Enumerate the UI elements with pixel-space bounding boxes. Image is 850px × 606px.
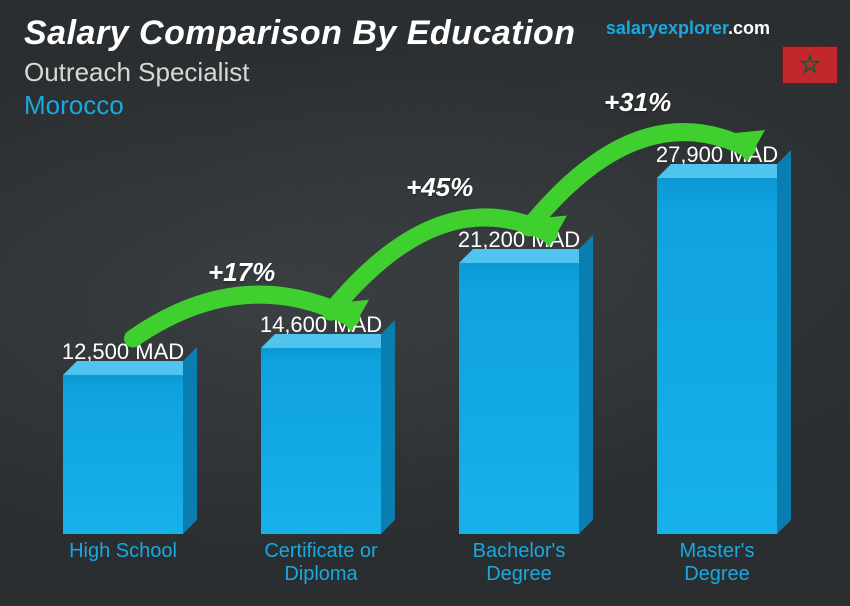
logo-suffix: .com <box>728 18 770 38</box>
percent-increase-label: +31% <box>604 87 671 118</box>
page-title: Salary Comparison By Education <box>24 14 576 53</box>
xaxis-label: Bachelor'sDegree <box>420 534 618 588</box>
increase-arrow-icon <box>24 100 816 534</box>
brand-logo: salaryexplorer.com <box>606 18 770 39</box>
xaxis-label: High School <box>24 534 222 588</box>
country-flag-icon <box>782 46 838 84</box>
xaxis-label: Master'sDegree <box>618 534 816 588</box>
xlabels-container: High SchoolCertificate orDiplomaBachelor… <box>24 534 816 588</box>
flag-star-icon <box>799 54 821 76</box>
salary-bar-chart: 12,500 MAD14,600 MAD21,200 MAD27,900 MAD… <box>24 140 816 588</box>
logo-main: salaryexplorer <box>606 18 728 38</box>
xaxis-label: Certificate orDiploma <box>222 534 420 588</box>
job-subtitle: Outreach Specialist <box>24 57 576 88</box>
